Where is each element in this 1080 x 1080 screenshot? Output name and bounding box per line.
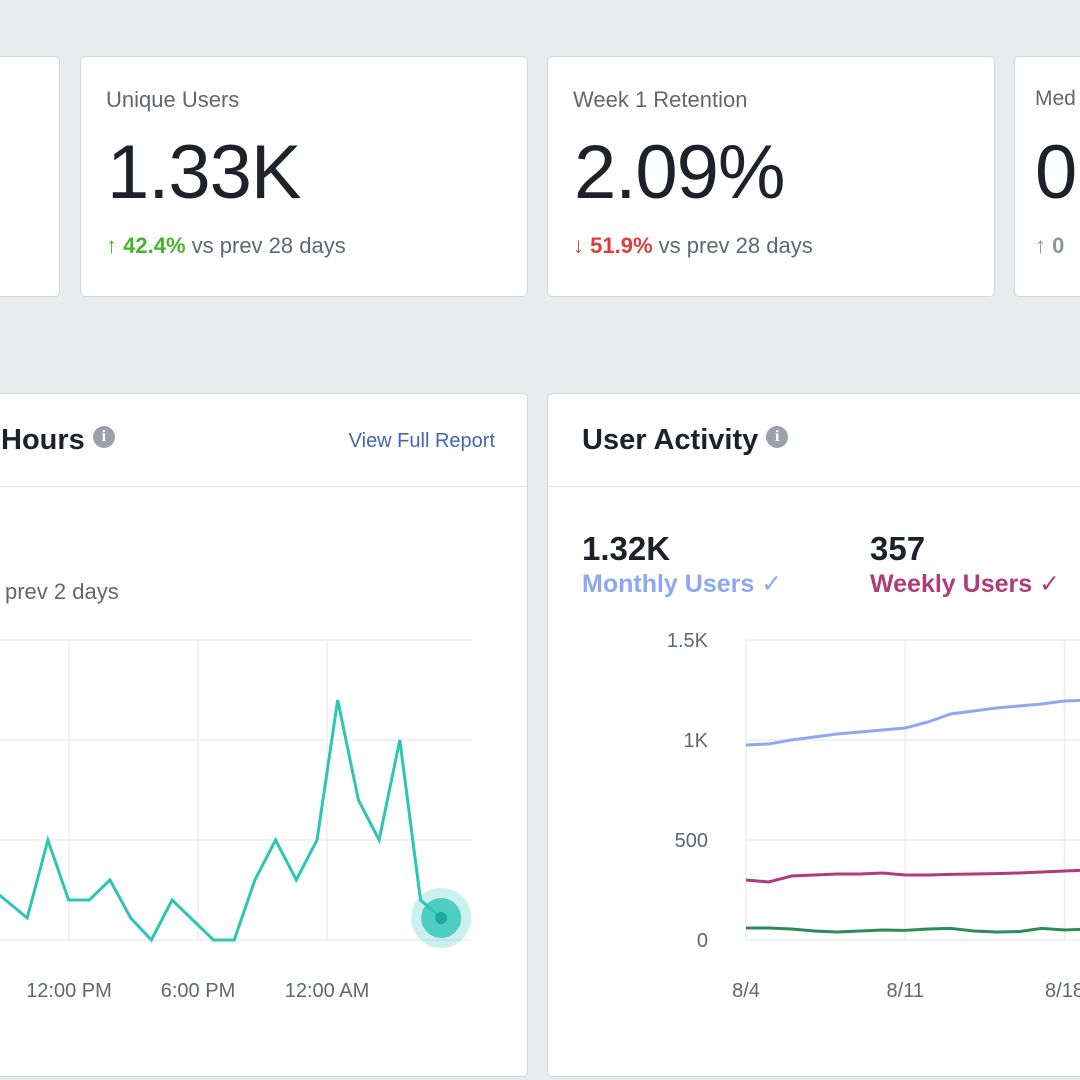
info-icon[interactable]: i	[92, 426, 115, 448]
panel-title: User Activity i	[582, 424, 789, 457]
arrow-down-icon: ↓	[573, 233, 591, 258]
delta-percent: 42.4%	[123, 233, 186, 258]
kpi-card-median[interactable]: Med 0 ↑ 0	[1014, 56, 1080, 297]
kpi-card-partial-left	[0, 56, 60, 297]
arrow-up-icon: ↑	[1035, 233, 1053, 258]
check-icon: ✓	[761, 570, 783, 598]
comparison-text: prev 2 days	[5, 579, 119, 604]
info-icon[interactable]: i	[766, 426, 789, 448]
user-activity-panel: User Activity i 1.32K Monthly Users ✓ 357…	[547, 393, 1080, 1077]
kpi-label: Unique Users	[106, 87, 240, 112]
weekly-users-value: 357	[870, 530, 926, 567]
panel-title-text: User Activity	[582, 424, 759, 456]
kpi-value: 0	[1035, 130, 1077, 215]
monthly-users-label: Monthly Users	[582, 570, 755, 598]
weekly-users-toggle[interactable]: Weekly Users ✓	[870, 569, 1060, 599]
panel-title-text: Hours	[1, 424, 85, 456]
kpi-label: Week 1 Retention	[573, 87, 748, 112]
panel-title: Hours i	[1, 424, 115, 457]
view-full-report-link[interactable]: View Full Report	[348, 430, 495, 452]
kpi-card-unique-users[interactable]: Unique Users 1.33K ↑ 42.4% vs prev 28 da…	[80, 56, 528, 297]
delta-percent: 51.9%	[590, 233, 653, 258]
kpi-value: 1.33K	[107, 130, 302, 215]
monthly-users-value: 1.32K	[582, 530, 671, 567]
delta-percent: 0	[1052, 233, 1065, 258]
monthly-users-toggle[interactable]: Monthly Users ✓	[582, 569, 782, 599]
weekly-users-label: Weekly Users	[870, 570, 1033, 598]
kpi-delta: ↑ 0	[1035, 233, 1064, 259]
panel-divider	[0, 486, 527, 487]
kpi-delta: ↓ 51.9% vs prev 28 days	[573, 233, 813, 259]
kpi-card-week1-retention[interactable]: Week 1 Retention 2.09% ↓ 51.9% vs prev 2…	[547, 56, 995, 297]
kpi-label: Med	[1035, 87, 1076, 110]
check-icon: ✓	[1039, 570, 1061, 598]
delta-suffix: vs prev 28 days	[191, 233, 346, 258]
delta-suffix: vs prev 28 days	[658, 233, 813, 258]
panel-divider	[548, 486, 1080, 487]
active-hours-panel: Hours i View Full Report prev 2 days	[0, 393, 528, 1077]
kpi-value: 2.09%	[574, 130, 785, 215]
kpi-delta: ↑ 42.4% vs prev 28 days	[106, 233, 346, 259]
arrow-up-icon: ↑	[106, 233, 124, 258]
